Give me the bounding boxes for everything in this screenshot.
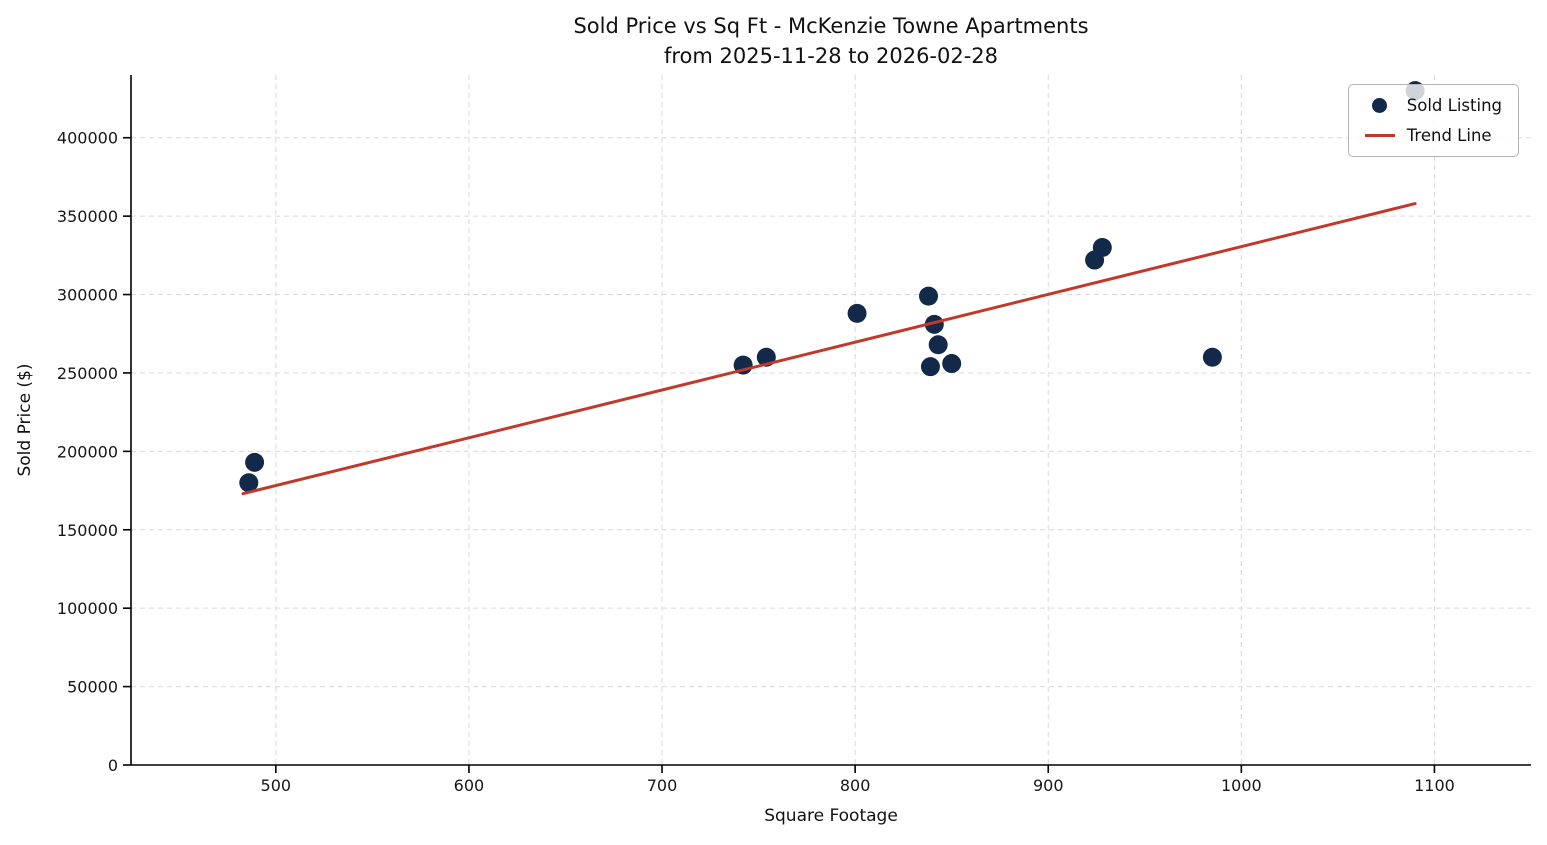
- data-point: [1202, 347, 1222, 367]
- legend-line-swatch-wrap: [1364, 134, 1395, 137]
- data-point: [942, 354, 962, 374]
- y-tick-label: 150000: [57, 521, 118, 540]
- chart-title-line1: Sold Price vs Sq Ft - McKenzie Towne Apa…: [573, 14, 1089, 38]
- data-point: [1092, 238, 1112, 257]
- legend-marker-swatch-wrap: [1365, 98, 1395, 113]
- data-point: [847, 303, 867, 323]
- y-tick-label: 200000: [57, 442, 118, 461]
- trend-line: [241, 202, 1417, 496]
- legend-entry-trend-line: Trend Line: [1364, 126, 1502, 145]
- y-axis-label: Sold Price ($): [15, 363, 35, 477]
- y-tick-label: 350000: [57, 207, 118, 226]
- y-tick-label: 100000: [57, 599, 118, 618]
- legend: Sold Listing Trend Line: [1347, 84, 1519, 157]
- y-tick-label: 50000: [67, 678, 118, 697]
- legend-marker-dot: [1372, 98, 1388, 113]
- y-tick-label: 400000: [57, 129, 118, 148]
- data-point: [919, 286, 939, 306]
- y-tick-label: 300000: [57, 286, 118, 305]
- x-tick-label: 1100: [1414, 776, 1455, 795]
- x-tick-label: 1000: [1221, 776, 1262, 795]
- data-point: [924, 314, 944, 334]
- y-tick-label: 250000: [57, 364, 118, 383]
- data-point: [920, 357, 940, 377]
- data-point: [928, 335, 948, 355]
- x-tick-label: 800: [840, 776, 871, 795]
- data-point: [245, 452, 265, 472]
- x-tick-label: 500: [261, 776, 292, 795]
- chart-title: Sold Price vs Sq Ft - McKenzie Towne Apa…: [131, 11, 1531, 71]
- y-tick-label: 0: [108, 756, 118, 775]
- x-tick-label: 700: [647, 776, 678, 795]
- x-tick-label: 900: [1033, 776, 1064, 795]
- chart-title-line2: from 2025-11-28 to 2026-02-28: [663, 44, 999, 68]
- x-axis-label: Square Footage: [764, 806, 898, 826]
- legend-label-sold-listing: Sold Listing: [1406, 96, 1502, 115]
- x-tick-label: 600: [454, 776, 485, 795]
- legend-label-trend-line: Trend Line: [1406, 126, 1492, 145]
- legend-entry-sold-listing: Sold Listing: [1365, 96, 1502, 115]
- legend-line-swatch: [1364, 134, 1395, 137]
- data-point: [239, 473, 259, 493]
